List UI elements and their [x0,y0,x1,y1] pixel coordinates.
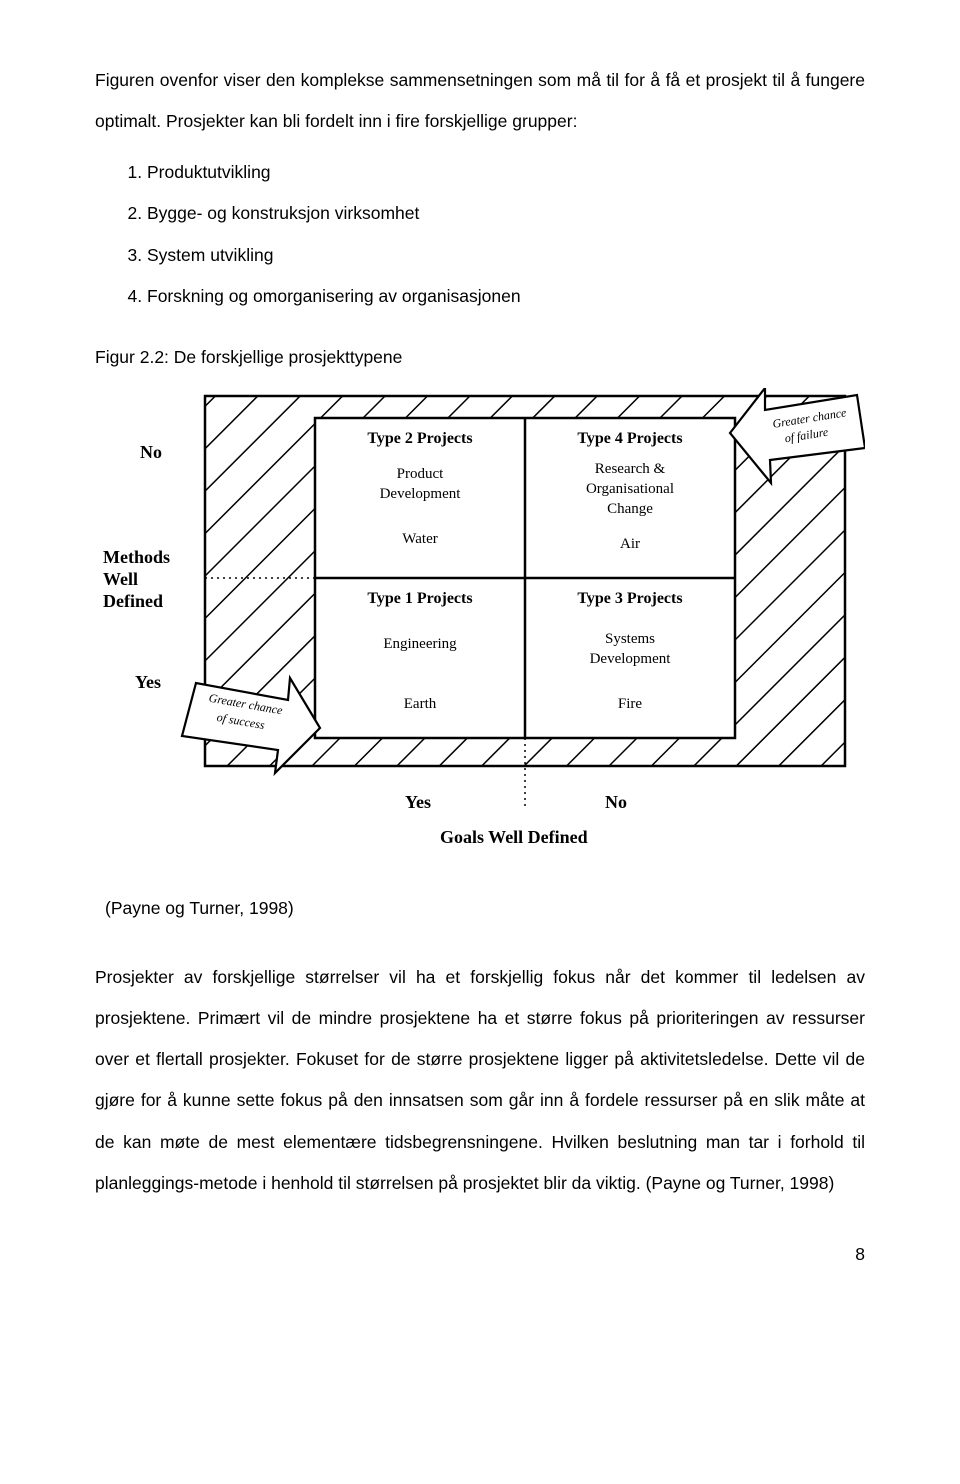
project-type-list: Produktutvikling Bygge- og konstruksjon … [95,152,865,317]
figure-source: (Payne og Turner, 1998) [95,888,865,929]
list-item: System utvikling [147,235,865,276]
axis-y-title-3: Defined [103,591,163,611]
paragraph-body: Prosjekter av forskjellige størrelser vi… [95,957,865,1204]
axis-y-no: No [140,442,162,462]
q-bl-l1: Engineering [383,636,457,652]
axis-x-title: Goals Well Defined [440,827,588,847]
list-item: Produktutvikling [147,152,865,193]
axis-x-no: No [605,792,627,812]
project-types-diagram: No Methods Well Defined Yes Yes No Goals… [95,388,865,858]
page: Figuren ovenfor viser den komplekse samm… [0,0,960,1295]
q-tr-l4: Air [620,536,640,552]
axis-x-yes: Yes [405,792,431,812]
list-item: Forskning og omorganisering av organisas… [147,276,865,317]
axis-y-yes: Yes [135,672,161,692]
q-tr-l2: Organisational [586,481,674,497]
q-tr-l3: Change [607,501,653,517]
q-tr-title: Type 4 Projects [577,430,682,447]
q-br-l3: Fire [618,696,643,712]
q-bl-title: Type 1 Projects [367,590,472,607]
q-tl-l1: Product [397,466,444,482]
list-item: Bygge- og konstruksjon virksomhet [147,193,865,234]
page-number: 8 [95,1244,865,1265]
q-tl-l2: Development [380,486,462,502]
figure-caption: Figur 2.2: De forskjellige prosjekttypen… [95,337,865,378]
q-br-title: Type 3 Projects [577,590,682,607]
q-tl-l3: Water [402,531,437,547]
q-tr-l1: Research & [595,461,666,477]
paragraph-intro: Figuren ovenfor viser den komplekse samm… [95,60,865,142]
q-br-l2: Development [590,651,672,667]
q-tl-title: Type 2 Projects [367,430,472,447]
axis-y-title-2: Well [103,569,138,589]
q-br-l1: Systems [605,631,655,647]
axis-y-title-1: Methods [103,547,170,567]
q-bl-l2: Earth [404,696,437,712]
diagram-svg: No Methods Well Defined Yes Yes No Goals… [95,388,865,858]
